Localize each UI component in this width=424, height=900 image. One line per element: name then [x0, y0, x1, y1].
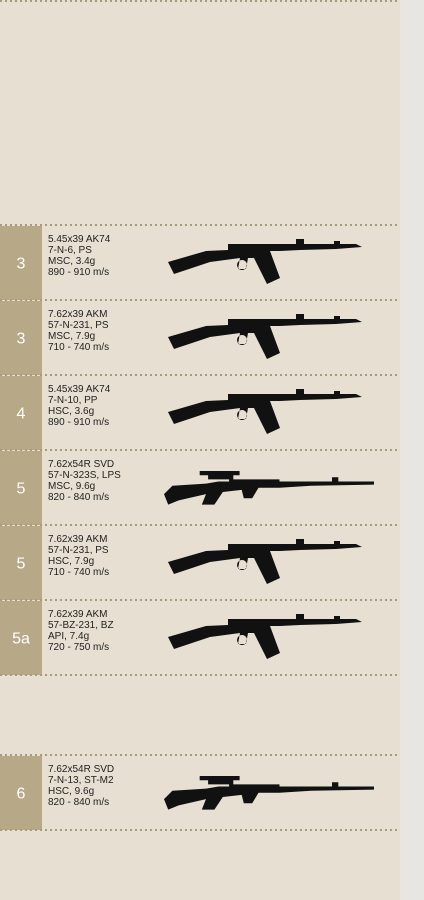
ammo-line: 57-N-231, PS: [48, 545, 109, 556]
ammo-line: 7-N-10, PP: [48, 395, 98, 406]
ammo-line: 890 - 910 m/s: [48, 267, 109, 278]
ammo-line: 7.62x39 AKM: [48, 609, 107, 620]
level-label: 5: [17, 481, 26, 498]
ammo-line: 7.62x54R SVD: [48, 764, 114, 775]
ammo-line: 57-BZ-231, BZ: [48, 620, 114, 631]
ammo-line: 890 - 910 m/s: [48, 417, 109, 428]
ammo-line: 57-N-323S, LPS: [48, 470, 121, 481]
ammo-line: 7.62x39 AKM: [48, 309, 107, 320]
ammo-line: 7-N-6, PS: [48, 245, 92, 256]
ammo-line: MSC, 7.9g: [48, 331, 95, 342]
ammo-line: 5.45x39 AK74: [48, 384, 111, 395]
side-panel: [400, 0, 424, 900]
level-label: 6: [17, 786, 26, 803]
ammo-line: 710 - 740 m/s: [48, 342, 109, 353]
ammo-line: 7.62x54R SVD: [48, 459, 114, 470]
ammo-line: 7-N-13, ST-M2: [48, 775, 114, 786]
ammo-line: HSC, 7.9g: [48, 556, 94, 567]
ammo-line: 820 - 840 m/s: [48, 797, 109, 808]
ammo-line: 57-N-231, PS: [48, 320, 109, 331]
level-label: 5a: [12, 631, 30, 648]
level-label: 4: [17, 406, 26, 423]
ammo-line: MSC, 9.6g: [48, 481, 95, 492]
ammo-line: HSC, 3.6g: [48, 406, 94, 417]
infographic: 35.45x39 AK747-N-6, PSMSC, 3.4g890 - 910…: [0, 0, 424, 900]
ammo-line: API, 7.4g: [48, 631, 89, 642]
ammo-line: 7.62x39 AKM: [48, 534, 107, 545]
ammo-line: 710 - 740 m/s: [48, 567, 109, 578]
ammo-line: 820 - 840 m/s: [48, 492, 109, 503]
level-label: 3: [17, 331, 26, 348]
ammo-line: 5.45x39 AK74: [48, 234, 111, 245]
ammo-line: 720 - 750 m/s: [48, 642, 109, 653]
level-label: 5: [17, 556, 26, 573]
level-label: 3: [17, 256, 26, 273]
ammo-line: MSC, 3.4g: [48, 256, 95, 267]
ammo-line: HSC, 9.6g: [48, 786, 94, 797]
